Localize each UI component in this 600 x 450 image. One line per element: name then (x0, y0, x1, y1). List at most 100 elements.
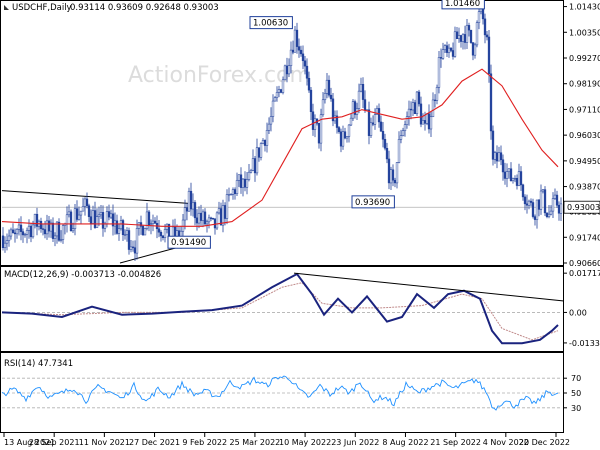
chart-header: USDCHF,Daily 0.93114 0.93609 0.92648 0.9… (4, 3, 219, 13)
price-candle-body (93, 210, 97, 228)
price-candle-body (121, 220, 125, 235)
price-candle-body (191, 202, 195, 210)
price-axis: 1.01430 1.00350 0.99270 0.98190 0.97110 0.960… (563, 3, 600, 268)
price-candle-body (527, 200, 531, 206)
price-candle-body (117, 228, 121, 234)
price-candle-body (343, 131, 347, 139)
price-candle-body (83, 198, 87, 207)
price-candle-body (281, 79, 285, 93)
price-candle-body (507, 168, 511, 172)
price-tick-label: 1.00350 (569, 28, 600, 37)
price-candle-body (107, 211, 111, 218)
price-candle-body (381, 131, 385, 140)
price-candle-body (231, 189, 235, 195)
price-candle-body (303, 60, 307, 67)
price-candle-body (489, 73, 493, 132)
price-candle-body (75, 208, 79, 220)
price-candle-body (433, 99, 437, 102)
price-candle-body (241, 178, 245, 188)
price-candle-body (125, 230, 129, 235)
price-candle-body (311, 111, 315, 130)
rsi-line (1, 375, 559, 411)
macd-panel[interactable] (0, 266, 564, 352)
price-candle-body (237, 174, 241, 181)
price-candle-body (431, 99, 435, 118)
price-candle-body (163, 229, 167, 238)
price-candle-body (269, 116, 273, 125)
price-candle-body (333, 115, 337, 122)
price-candle-body (219, 208, 223, 226)
price-candle-body (485, 34, 489, 38)
price-candle-body (255, 147, 259, 174)
price-candle-body (509, 168, 513, 182)
price-candle-body (501, 159, 505, 173)
price-trendline-1 (1, 190, 195, 205)
macd-trendline (293, 272, 565, 302)
price-candle-body (289, 49, 293, 67)
price-candle-body (263, 140, 267, 146)
price-candle-body (423, 120, 427, 124)
price-candle-body (415, 91, 419, 115)
price-candle-body (323, 93, 327, 101)
price-panel[interactable] (0, 0, 564, 266)
price-candle-body (207, 217, 211, 223)
price-candle-body (401, 130, 405, 136)
price-candle-body (543, 189, 547, 214)
price-candle-body (193, 202, 197, 219)
price-candle-body (513, 177, 517, 180)
price-candle-body (455, 31, 459, 39)
price-candle-body (451, 50, 455, 57)
price-candle-body (87, 205, 91, 217)
price-candle-body (435, 87, 439, 101)
price-candle-body (379, 121, 383, 132)
price-candle-body (353, 101, 357, 115)
price-candle-body (27, 225, 31, 231)
price-candle-body (553, 194, 557, 199)
price-candle-body (39, 220, 43, 229)
price-candle-body (149, 223, 153, 225)
price-tick-label: 0.97110 (569, 105, 600, 114)
price-candle-body (295, 29, 299, 47)
price-tick-label: 1.01430 (569, 3, 600, 12)
price-candle-body (77, 214, 81, 220)
price-candle-body (321, 99, 325, 115)
low-aug-box (351, 195, 395, 209)
price-candle-body (217, 208, 221, 214)
price-candle-body (15, 229, 19, 235)
price-candle-body (517, 171, 521, 186)
price-candle-body (351, 101, 355, 119)
price-candle-body (475, 22, 479, 46)
price-candle-body (275, 92, 279, 98)
price-candle-body (161, 235, 165, 238)
price-candle-body (277, 89, 281, 93)
macd-axis: 0.017176 0.00 -0.01334 (563, 269, 600, 348)
price-candle-body (205, 221, 209, 225)
price-candle-body (183, 207, 187, 221)
low-jan-label: 0.91490 (171, 238, 206, 248)
price-tick-label: 0.90660 (569, 259, 600, 268)
price-candle-body (201, 211, 205, 221)
price-candle-body (225, 194, 229, 219)
price-candle-body (331, 98, 335, 122)
price-tick-label: 0.96030 (569, 131, 600, 140)
price-candle-body (185, 207, 189, 212)
price-candle-body (545, 212, 549, 218)
price-candle-body (409, 108, 413, 111)
price-candle-body (273, 97, 277, 102)
price-candle-body (35, 213, 39, 227)
price-candle-body (385, 147, 389, 160)
price-candle-body (187, 190, 191, 212)
price-candle-body (533, 216, 537, 220)
high-oct-box (441, 0, 485, 10)
price-candle-body (203, 211, 207, 225)
price-candle-body (287, 65, 291, 75)
price-candle-body (71, 228, 75, 232)
rsi-panel[interactable] (0, 352, 564, 433)
price-candle-body (235, 180, 239, 195)
price-candle-body (301, 53, 305, 62)
price-candle-body (223, 205, 227, 219)
price-candle-body (511, 178, 515, 182)
price-candle-body (195, 217, 199, 224)
price-candle-body (525, 203, 529, 206)
